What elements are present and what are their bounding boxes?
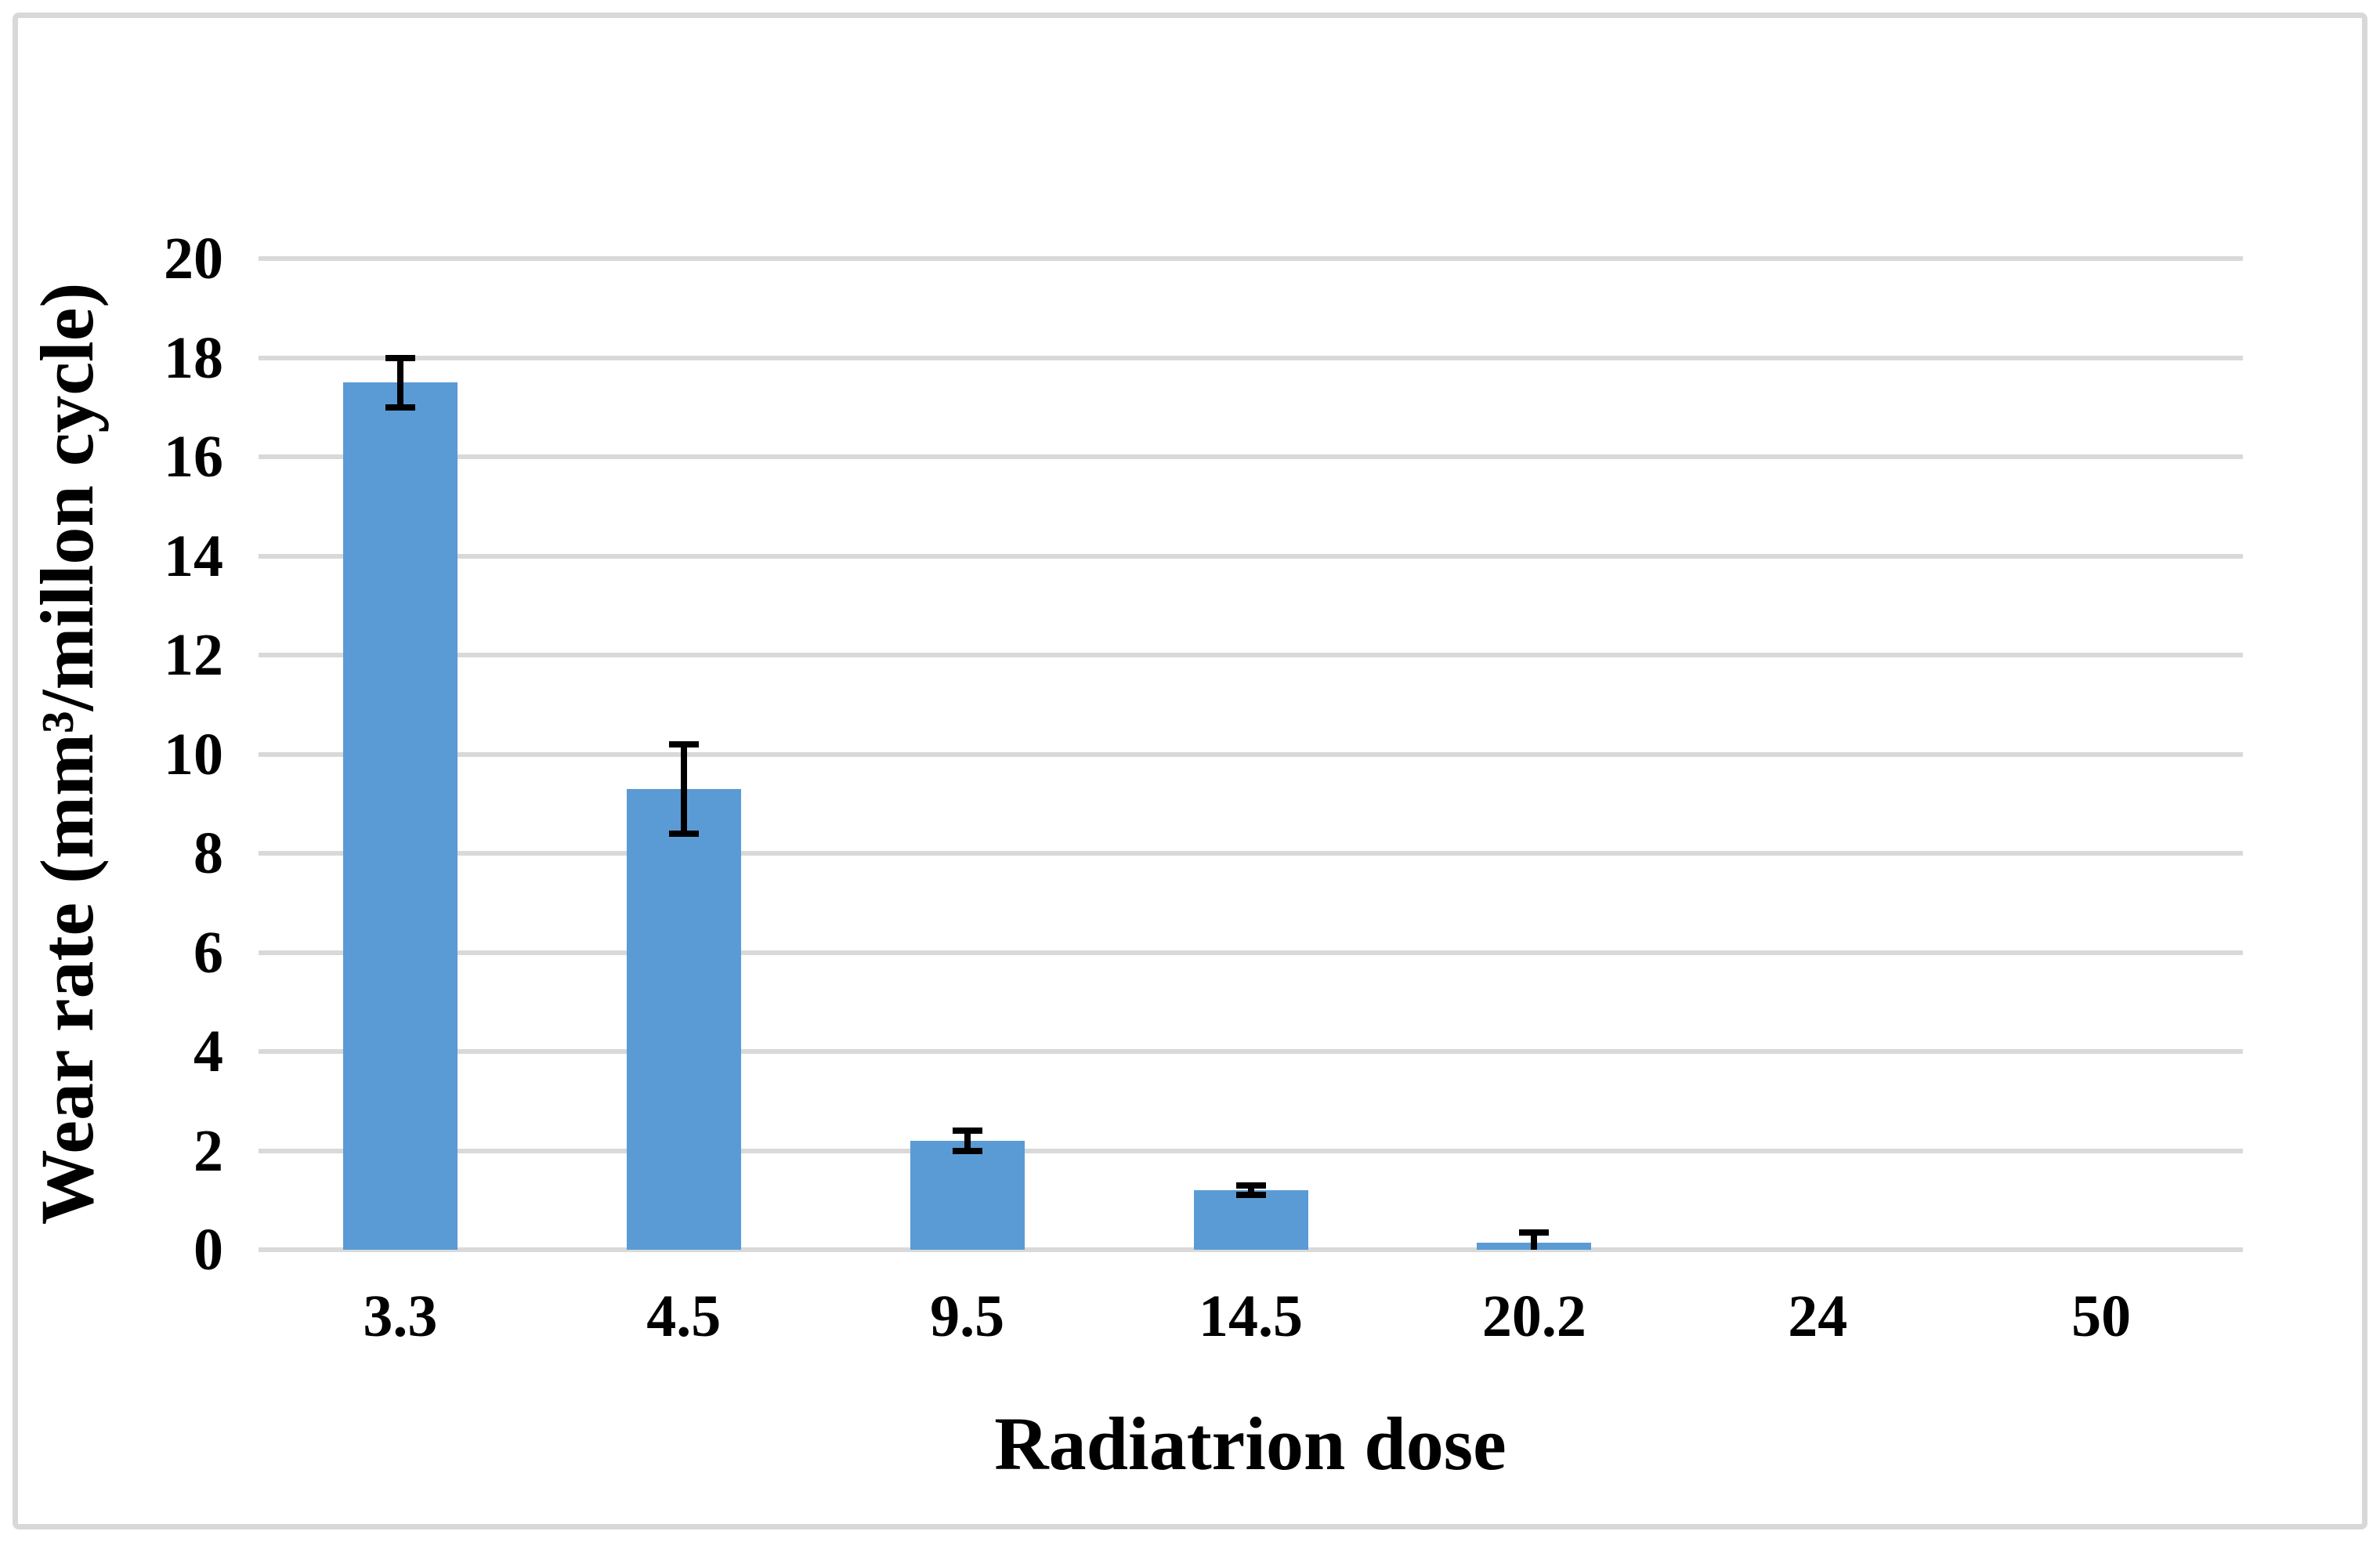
- y-tick-label-0: 0: [194, 1217, 223, 1283]
- y-tick-label-14: 14: [164, 523, 223, 589]
- error-bar-top-cap-3.3: [385, 354, 415, 361]
- gridline-8: [259, 851, 2243, 856]
- error-bar-top-cap-20.2: [1519, 1229, 1550, 1236]
- x-tick-label-3.3: 3.3: [363, 1283, 438, 1349]
- bar-14.5: [1193, 1190, 1308, 1250]
- x-tick-label-24: 24: [1788, 1283, 1848, 1349]
- y-tick-label-10: 10: [164, 721, 223, 787]
- x-tick-label-9.5: 9.5: [930, 1283, 1005, 1349]
- error-bar-4.5: [680, 744, 687, 834]
- y-tick-label-12: 12: [164, 622, 223, 688]
- error-bar-top-cap-14.5: [1235, 1182, 1266, 1189]
- y-tick-label-2: 2: [194, 1117, 223, 1184]
- error-bar-3.3: [396, 357, 403, 407]
- error-bar-bottom-cap-3.3: [385, 404, 415, 411]
- error-bar-20.2: [1531, 1232, 1538, 1250]
- error-bar-top-cap-9.5: [952, 1128, 982, 1135]
- gridline-6: [259, 950, 2243, 955]
- x-tick-label-4.5: 4.5: [646, 1283, 722, 1349]
- x-tick-label-14.5: 14.5: [1199, 1283, 1303, 1349]
- y-tick-label-8: 8: [194, 820, 223, 886]
- bar-3.3: [342, 382, 458, 1250]
- error-bar-14.5: [1247, 1185, 1254, 1196]
- y-tick-label-20: 20: [164, 226, 223, 291]
- bar-4.5: [626, 788, 741, 1250]
- x-tick-label-50: 50: [2071, 1283, 2132, 1349]
- gridline-10: [259, 751, 2243, 757]
- gridline-14: [259, 553, 2243, 559]
- y-tick-label-16: 16: [164, 424, 223, 490]
- error-bar-9.5: [964, 1131, 971, 1151]
- gridline-4: [259, 1049, 2243, 1054]
- y-tick-label-4: 4: [194, 1019, 223, 1084]
- gridline-12: [259, 653, 2243, 657]
- y-tick-label-18: 18: [164, 324, 223, 391]
- gridline-0: [259, 1247, 2243, 1252]
- gridline-16: [259, 454, 2243, 459]
- error-bar-top-cap-4.5: [668, 740, 699, 747]
- error-bar-bottom-cap-14.5: [1235, 1192, 1266, 1199]
- error-bar-bottom-cap-9.5: [952, 1147, 982, 1154]
- gridline-2: [259, 1148, 2243, 1153]
- x-axis-title: Radiatrion dose: [994, 1402, 1506, 1486]
- bar-9.5: [910, 1140, 1025, 1250]
- y-tick-label-6: 6: [194, 919, 223, 986]
- gridline-18: [259, 355, 2243, 360]
- x-tick-label-20.2: 20.2: [1481, 1283, 1586, 1349]
- error-bar-bottom-cap-4.5: [668, 830, 699, 837]
- gridline-20: [259, 256, 2243, 261]
